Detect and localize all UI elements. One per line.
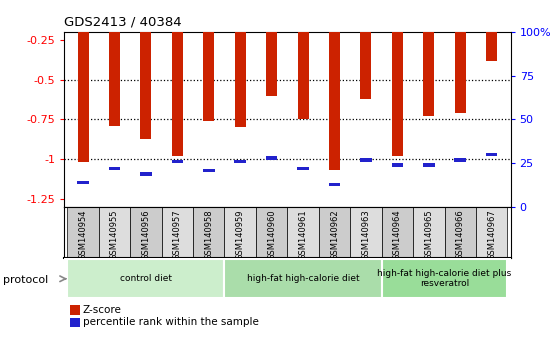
Bar <box>162 207 193 258</box>
Bar <box>297 32 309 120</box>
Text: GSM140967: GSM140967 <box>487 210 496 261</box>
Bar <box>486 153 498 156</box>
Text: GDS2413 / 40384: GDS2413 / 40384 <box>64 16 182 29</box>
Bar <box>382 207 413 258</box>
Bar <box>234 160 246 163</box>
Text: GSM140954: GSM140954 <box>79 210 88 260</box>
Text: GSM140957: GSM140957 <box>173 210 182 260</box>
Bar <box>360 158 372 161</box>
Text: GSM140966: GSM140966 <box>456 210 465 261</box>
Text: high-fat high-calorie diet: high-fat high-calorie diet <box>247 274 359 283</box>
Bar <box>256 207 287 258</box>
Bar <box>203 169 215 172</box>
Bar <box>413 207 445 258</box>
Bar <box>382 259 507 298</box>
Bar <box>287 207 319 258</box>
Bar <box>99 207 130 258</box>
Bar <box>109 167 120 170</box>
Bar <box>392 32 403 156</box>
Bar <box>476 207 507 258</box>
Bar <box>297 167 309 170</box>
Bar <box>78 32 89 162</box>
Bar <box>455 158 466 161</box>
Bar <box>224 259 382 298</box>
Text: GSM140955: GSM140955 <box>110 210 119 260</box>
Bar <box>424 32 434 116</box>
Text: GSM140961: GSM140961 <box>299 210 307 260</box>
Text: GSM140965: GSM140965 <box>424 210 434 260</box>
Bar <box>68 259 224 298</box>
Bar <box>130 207 162 258</box>
Bar <box>235 32 246 127</box>
Text: GSM140962: GSM140962 <box>330 210 339 260</box>
Text: GSM140959: GSM140959 <box>235 210 245 260</box>
Text: Z-score: Z-score <box>83 305 122 315</box>
Bar <box>172 32 183 156</box>
Bar <box>319 207 350 258</box>
Bar <box>140 172 152 176</box>
Bar <box>360 32 372 99</box>
Bar <box>77 181 89 184</box>
Text: percentile rank within the sample: percentile rank within the sample <box>83 318 258 327</box>
Bar <box>266 32 277 96</box>
Text: protocol: protocol <box>3 275 48 285</box>
Text: GSM140964: GSM140964 <box>393 210 402 260</box>
Bar <box>329 32 340 170</box>
Bar <box>193 207 224 258</box>
Text: GSM140956: GSM140956 <box>141 210 151 260</box>
Bar <box>392 163 403 167</box>
Text: control diet: control diet <box>120 274 172 283</box>
Text: high-fat high-calorie diet plus
resveratrol: high-fat high-calorie diet plus resverat… <box>377 269 512 289</box>
Bar <box>329 183 340 186</box>
Text: GSM140958: GSM140958 <box>204 210 213 260</box>
Bar <box>171 160 183 163</box>
Text: GSM140960: GSM140960 <box>267 210 276 260</box>
Bar <box>455 32 466 113</box>
Bar <box>224 207 256 258</box>
Bar <box>203 32 214 121</box>
Bar <box>68 207 99 258</box>
Bar <box>445 207 476 258</box>
Bar <box>350 207 382 258</box>
Bar <box>141 32 151 138</box>
Bar <box>109 32 120 126</box>
Bar <box>486 32 497 61</box>
Bar <box>266 156 277 160</box>
Text: GSM140963: GSM140963 <box>362 210 371 261</box>
Bar <box>423 163 435 167</box>
